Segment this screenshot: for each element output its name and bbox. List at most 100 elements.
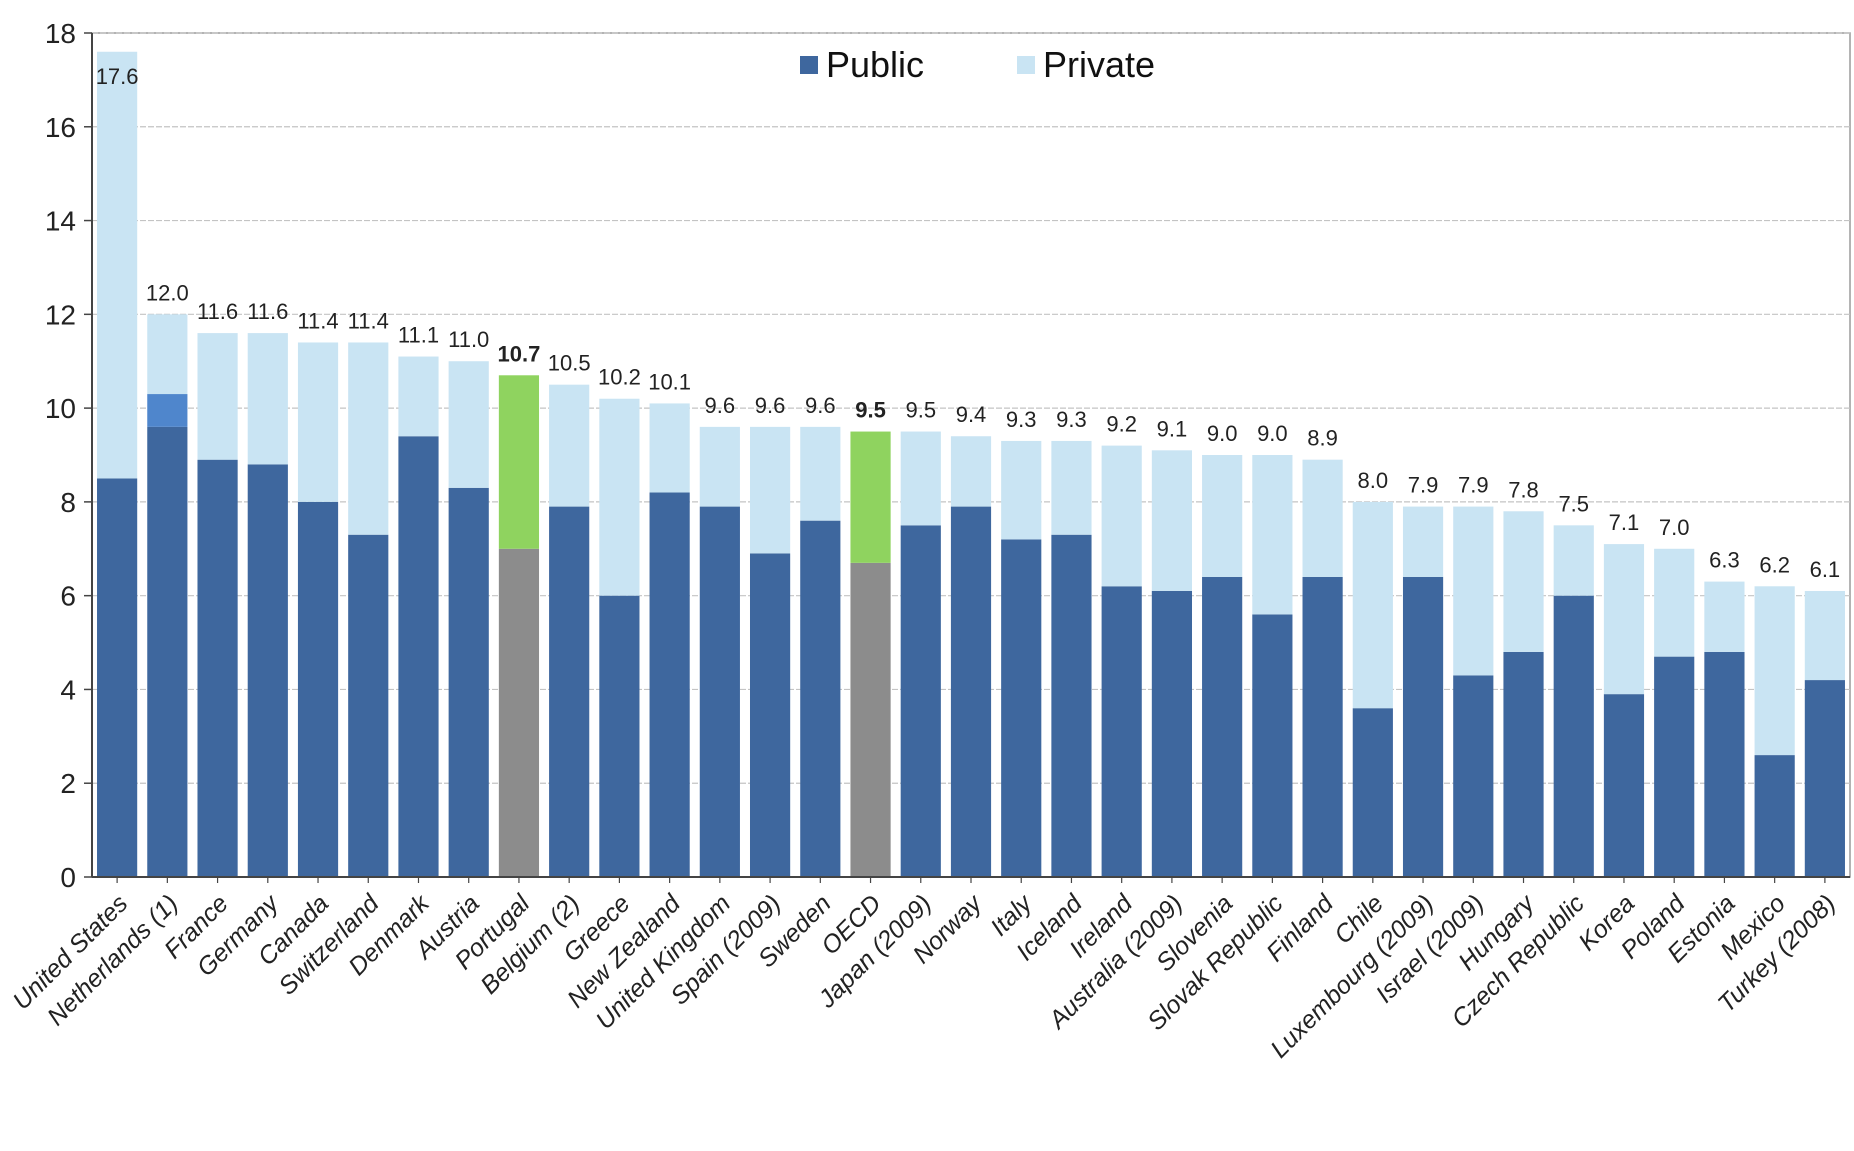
bar-public	[1202, 576, 1243, 877]
bar-value-label: 11.6	[197, 299, 238, 324]
bar-private	[1101, 445, 1142, 587]
bar-value-label: 10.1	[648, 369, 691, 394]
bar-public	[1352, 708, 1393, 877]
bar-value-label: 9.6	[705, 393, 736, 418]
bar-value-label: 9.3	[1056, 407, 1087, 432]
bar-public	[699, 506, 740, 877]
bar-value-label: 9.5	[855, 398, 886, 423]
legend-public-label: Public	[826, 44, 925, 85]
bar-value-label: 7.5	[1558, 491, 1589, 516]
bar-value-label: 9.6	[805, 393, 836, 418]
bar-private	[1001, 440, 1042, 540]
bar-public	[197, 459, 238, 877]
y-tick-label: 18	[45, 18, 76, 49]
bar-private	[599, 398, 640, 596]
bar-public	[1804, 680, 1845, 877]
bar-private	[1352, 501, 1393, 709]
bar-public	[1001, 539, 1042, 877]
bar-private	[1402, 506, 1444, 577]
bar-value-label: 10.7	[498, 341, 541, 366]
bar-public	[147, 426, 188, 877]
bar-value-label: 6.1	[1810, 557, 1841, 582]
bar-value-label: 7.9	[1408, 473, 1439, 498]
bar-value-label: 8.9	[1307, 426, 1338, 451]
bar-private	[498, 375, 540, 549]
bar-public	[498, 548, 540, 877]
bar-private	[549, 384, 590, 507]
bar-public	[649, 492, 690, 877]
bar-private	[197, 333, 238, 460]
y-tick-label: 12	[45, 299, 76, 330]
bar-value-label: 10.5	[548, 351, 591, 376]
y-tick-label: 16	[45, 112, 76, 143]
bar-public	[800, 520, 841, 877]
bar-public	[1553, 595, 1594, 877]
bar-public	[1603, 694, 1645, 877]
bar-private	[1754, 586, 1795, 756]
bar-unallocated	[147, 394, 188, 427]
legend-private-swatch	[1017, 56, 1035, 74]
bar-value-label: 9.6	[755, 393, 786, 418]
legend-private: Private	[1017, 44, 1155, 86]
legend-public: Public	[800, 44, 924, 86]
bar-private	[97, 51, 138, 479]
bar-public	[1402, 576, 1444, 877]
bar-value-label: 6.2	[1759, 552, 1790, 577]
bar-public	[448, 487, 489, 877]
bar-value-label: 7.8	[1508, 477, 1539, 502]
bar-public	[1302, 576, 1343, 877]
bar-private	[297, 342, 339, 502]
bar-value-label: 17.6	[96, 64, 139, 89]
bar-value-label: 11.6	[247, 299, 288, 324]
bar-private	[800, 426, 841, 521]
bar-public	[1151, 590, 1193, 877]
y-tick-label: 0	[60, 862, 76, 893]
bar-private	[1202, 455, 1243, 577]
bar-private	[1804, 590, 1845, 681]
legend-public-swatch	[800, 56, 818, 74]
bar-value-label: 9.3	[1006, 407, 1037, 432]
bar-value-label: 11.4	[348, 308, 389, 333]
bar-value-label: 7.9	[1458, 473, 1489, 498]
bar-public	[1704, 651, 1745, 877]
y-tick-label: 8	[60, 487, 76, 518]
bar-value-label: 12.0	[146, 280, 189, 305]
y-tick-label: 14	[45, 206, 76, 237]
bar-private	[1654, 548, 1695, 657]
bar-private	[1151, 450, 1193, 591]
bar-public	[900, 525, 941, 877]
y-tick-label: 4	[60, 674, 76, 705]
y-tick-label: 10	[45, 393, 76, 424]
bar-value-label: 6.3	[1709, 548, 1740, 573]
bar-private	[1051, 440, 1092, 535]
bar-value-label: 11.4	[297, 308, 338, 333]
bar-value-label: 11.1	[398, 323, 439, 348]
bar-private	[1503, 511, 1544, 652]
bar-private	[850, 431, 891, 563]
bar-private	[1453, 506, 1494, 676]
bar-public	[850, 562, 891, 877]
bar-private	[1704, 581, 1745, 652]
bar-private	[448, 361, 489, 488]
bar-value-label: 7.0	[1659, 515, 1690, 540]
bar-public	[1503, 651, 1544, 877]
bar-private	[1252, 455, 1293, 615]
bar-public	[1101, 586, 1142, 877]
y-tick-label: 2	[60, 768, 76, 799]
bar-private	[147, 314, 188, 395]
bar-public	[1051, 534, 1092, 877]
bar-public	[749, 553, 791, 877]
bar-public	[549, 506, 590, 877]
bar-private	[1603, 544, 1645, 695]
bar-value-label: 9.0	[1207, 421, 1238, 446]
bar-public	[1654, 656, 1695, 877]
bar-private	[247, 333, 288, 465]
bar-public	[348, 534, 389, 877]
bar-public	[1754, 755, 1795, 877]
bar-value-label: 9.1	[1157, 416, 1188, 441]
bar-private	[749, 426, 791, 554]
bar-public	[97, 478, 138, 877]
bar-private	[950, 436, 992, 507]
